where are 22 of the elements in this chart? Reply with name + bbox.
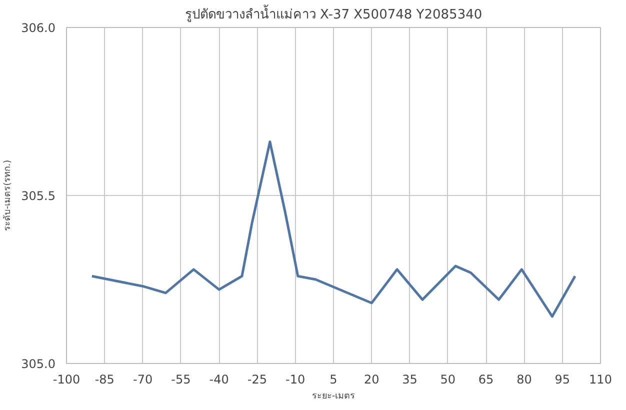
x-tick-label: 20 — [364, 372, 380, 386]
chart-title: รูปตัดขวางลำน้ำแม่คาว X-37 X500748 Y2085340 — [184, 4, 482, 22]
y-tick-label: 305.0 — [21, 357, 56, 371]
x-tick-label: -25 — [247, 372, 268, 386]
y-tick-label: 306.0 — [21, 21, 56, 35]
x-tick-label: -85 — [94, 372, 114, 386]
x-tick-label: -70 — [132, 372, 153, 386]
x-tick-label: 35 — [402, 372, 418, 386]
x-tick-label: 5 — [330, 372, 338, 386]
y-tick-label: 305.5 — [21, 189, 56, 203]
x-tick-label: -100 — [52, 372, 80, 386]
y-axis-title: ระดับ-เมตร(รทก.) — [3, 160, 14, 232]
x-tick-label: -10 — [286, 372, 306, 386]
x-tick-label: 80 — [516, 372, 532, 386]
x-tick-label: 95 — [554, 372, 570, 386]
x-tick-label: -55 — [171, 372, 191, 386]
x-tick-label: 50 — [440, 372, 456, 386]
x-tick-label: -40 — [209, 372, 229, 386]
line-series — [90, 140, 576, 318]
x-tick-label: 110 — [589, 372, 612, 386]
x-tick-label: 65 — [478, 372, 494, 386]
x-axis-title: ระยะ-เมตร — [312, 392, 356, 402]
